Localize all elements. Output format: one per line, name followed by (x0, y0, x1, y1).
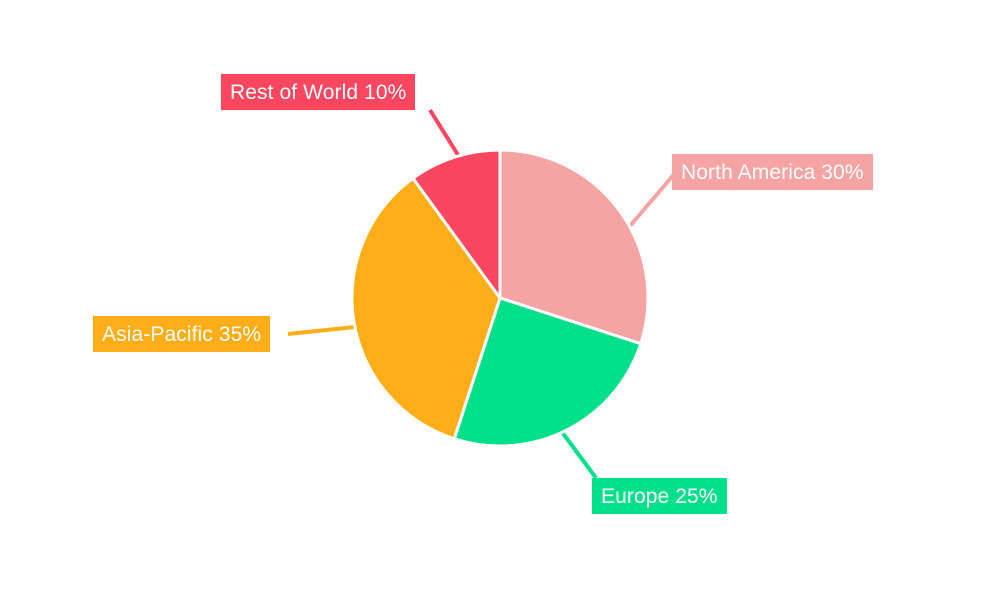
leader-line-asia-pacific (287, 325, 356, 336)
pie-label-europe[interactable]: Europe 25% (592, 478, 727, 514)
pie-label-rest-of-world[interactable]: Rest of World 10% (221, 74, 416, 110)
pie-label-north-america-text: North America 30% (681, 160, 864, 184)
pie-label-asia-pacific[interactable]: Asia-Pacific 35% (93, 316, 271, 352)
pie-slice-asia-pacific[interactable] (350, 176, 502, 441)
leader-line-north-america (622, 170, 678, 235)
leader-line-rest-of-world (428, 108, 465, 165)
pie-label-rest-of-world-text: Rest of World 10% (230, 80, 407, 104)
pie-label-north-america[interactable]: North America 30% (672, 154, 873, 190)
pie-slice-europe[interactable] (452, 296, 643, 448)
pie-label-asia-pacific-text: Asia-Pacific 35% (102, 322, 262, 346)
leader-lines (287, 108, 678, 480)
pie-wedges (350, 148, 650, 448)
pie-slice-north-america[interactable] (498, 148, 650, 346)
pie-slice-rest-of-world[interactable] (411, 148, 502, 300)
leader-line-europe (560, 430, 598, 480)
pie-label-europe-text: Europe 25% (601, 484, 718, 508)
